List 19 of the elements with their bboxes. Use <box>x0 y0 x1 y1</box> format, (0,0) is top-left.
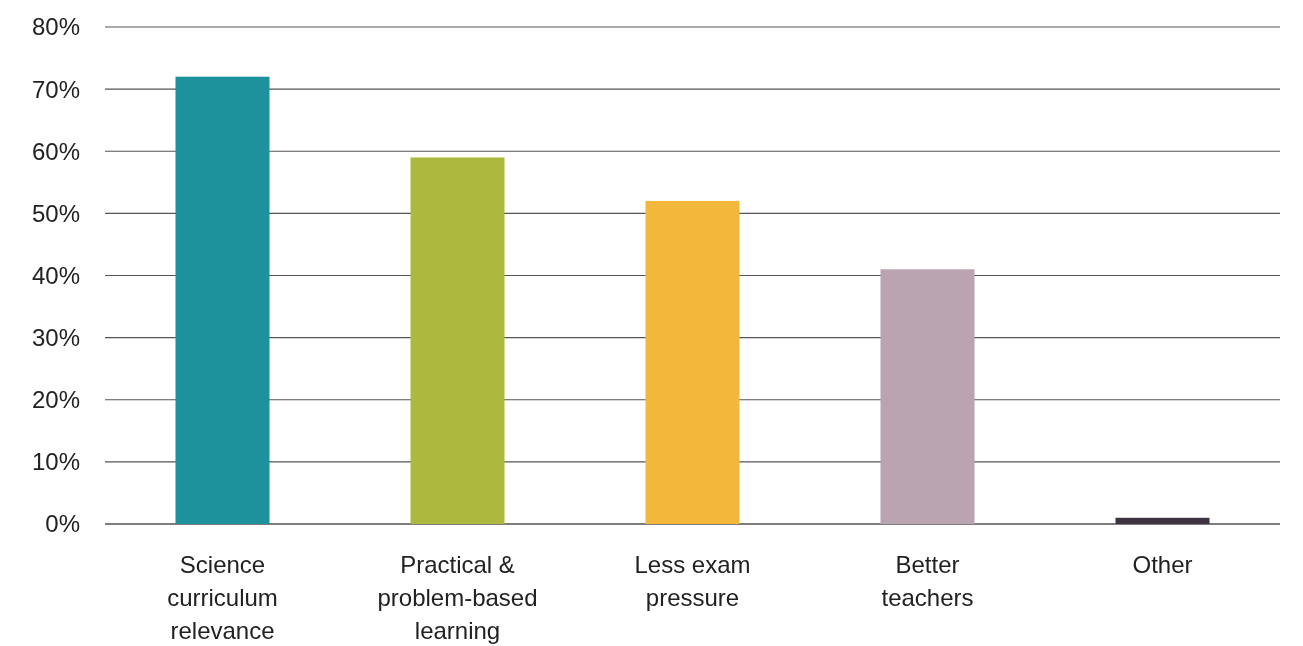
y-tick-label: 40% <box>31 261 80 289</box>
x-tick-label: Science curriculum relevance <box>167 551 278 644</box>
y-tick-label: 50% <box>31 199 80 227</box>
y-tick-label: 0% <box>45 510 80 538</box>
x-tick-label: Practical & problem-based learning <box>377 551 538 644</box>
x-tick-label: Other <box>1132 551 1193 578</box>
y-tick-label: 70% <box>31 75 80 103</box>
y-tick-label: 60% <box>31 137 80 165</box>
bar <box>645 200 740 524</box>
y-tick-label: 20% <box>31 386 80 414</box>
bar <box>175 76 270 524</box>
bar <box>410 157 505 524</box>
bar <box>880 269 975 524</box>
y-tick-label: 30% <box>31 324 80 352</box>
bar <box>1115 517 1210 524</box>
y-tick-label: 10% <box>31 448 80 476</box>
x-tick-label: Less exam pressure <box>634 551 751 611</box>
y-tick-label: 80% <box>31 13 80 41</box>
x-tick-label: Better teachers <box>881 551 974 611</box>
